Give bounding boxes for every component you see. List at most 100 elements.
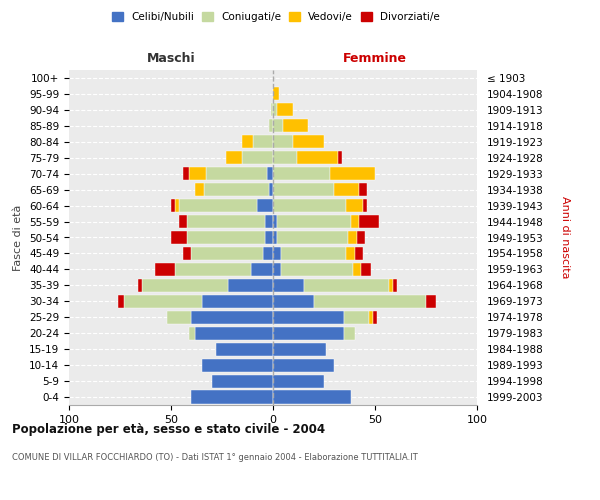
Bar: [273, 310, 344, 324]
Bar: [373, 310, 377, 324]
Bar: [273, 120, 283, 132]
Y-axis label: Fasce di età: Fasce di età: [13, 204, 23, 270]
Bar: [277, 215, 350, 228]
Bar: [269, 120, 273, 132]
Bar: [263, 247, 273, 260]
Bar: [183, 247, 191, 260]
Bar: [226, 151, 242, 164]
Bar: [273, 247, 281, 260]
Bar: [359, 215, 379, 228]
Bar: [253, 135, 273, 148]
Bar: [242, 135, 253, 148]
Bar: [355, 247, 363, 260]
Bar: [155, 263, 175, 276]
Bar: [202, 295, 273, 308]
Bar: [271, 104, 273, 117]
Bar: [338, 151, 343, 164]
Bar: [281, 247, 346, 260]
Bar: [277, 231, 349, 244]
Bar: [228, 279, 273, 292]
Bar: [356, 231, 365, 244]
Bar: [191, 390, 273, 404]
Bar: [273, 295, 314, 308]
Bar: [187, 231, 265, 244]
Bar: [124, 295, 202, 308]
Bar: [273, 215, 277, 228]
Text: Femmine: Femmine: [343, 52, 407, 65]
Bar: [346, 199, 363, 212]
Bar: [277, 104, 293, 117]
Bar: [353, 263, 361, 276]
Bar: [314, 295, 426, 308]
Bar: [273, 231, 277, 244]
Bar: [273, 390, 350, 404]
Y-axis label: Anni di nascita: Anni di nascita: [560, 196, 570, 279]
Bar: [203, 183, 269, 196]
Bar: [273, 326, 344, 340]
Bar: [175, 199, 179, 212]
Bar: [293, 135, 324, 148]
Bar: [269, 183, 273, 196]
Bar: [216, 342, 273, 355]
Bar: [334, 183, 359, 196]
Bar: [257, 199, 273, 212]
Bar: [206, 167, 267, 180]
Bar: [273, 104, 277, 117]
Bar: [267, 167, 273, 180]
Bar: [242, 151, 273, 164]
Bar: [265, 215, 273, 228]
Bar: [190, 326, 196, 340]
Bar: [273, 374, 324, 388]
Text: Popolazione per età, sesso e stato civile - 2004: Popolazione per età, sesso e stato civil…: [12, 422, 325, 436]
Bar: [273, 183, 334, 196]
Bar: [304, 279, 389, 292]
Bar: [167, 310, 191, 324]
Bar: [202, 358, 273, 372]
Text: Maschi: Maschi: [146, 52, 196, 65]
Bar: [273, 151, 298, 164]
Bar: [273, 358, 334, 372]
Bar: [330, 167, 375, 180]
Text: COMUNE DI VILLAR FOCCHIARDO (TO) - Dati ISTAT 1° gennaio 2004 - Elaborazione TUT: COMUNE DI VILLAR FOCCHIARDO (TO) - Dati …: [12, 452, 418, 462]
Bar: [175, 263, 251, 276]
Bar: [190, 167, 206, 180]
Bar: [346, 247, 355, 260]
Bar: [265, 231, 273, 244]
Bar: [283, 120, 308, 132]
Bar: [273, 342, 326, 355]
Bar: [171, 199, 175, 212]
Bar: [191, 247, 263, 260]
Bar: [273, 88, 279, 101]
Bar: [273, 199, 346, 212]
Bar: [183, 167, 190, 180]
Bar: [142, 279, 228, 292]
Bar: [389, 279, 394, 292]
Bar: [191, 310, 273, 324]
Bar: [273, 279, 304, 292]
Bar: [394, 279, 397, 292]
Bar: [298, 151, 338, 164]
Bar: [273, 167, 330, 180]
Bar: [196, 326, 273, 340]
Bar: [350, 215, 359, 228]
Bar: [118, 295, 124, 308]
Bar: [212, 374, 273, 388]
Bar: [344, 326, 355, 340]
Bar: [349, 231, 356, 244]
Bar: [196, 183, 203, 196]
Bar: [426, 295, 436, 308]
Bar: [361, 263, 371, 276]
Bar: [179, 199, 257, 212]
Bar: [179, 215, 187, 228]
Bar: [344, 310, 369, 324]
Bar: [273, 263, 281, 276]
Bar: [359, 183, 367, 196]
Bar: [139, 279, 142, 292]
Bar: [251, 263, 273, 276]
Bar: [171, 231, 187, 244]
Bar: [281, 263, 353, 276]
Bar: [273, 135, 293, 148]
Legend: Celibi/Nubili, Coniugati/e, Vedovi/e, Divorziati/e: Celibi/Nubili, Coniugati/e, Vedovi/e, Di…: [108, 8, 444, 26]
Bar: [369, 310, 373, 324]
Bar: [187, 215, 265, 228]
